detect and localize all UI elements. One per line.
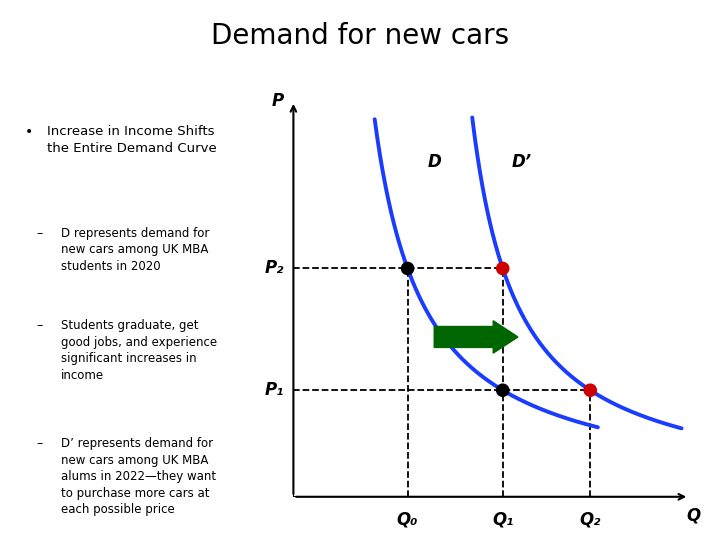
Text: D’ represents demand for
new cars among UK MBA
alums in 2022—they want
to purcha: D’ represents demand for new cars among … <box>61 437 216 516</box>
Text: Students graduate, get
good jobs, and experience
significant increases in
income: Students graduate, get good jobs, and ex… <box>61 319 217 382</box>
Circle shape <box>497 384 509 396</box>
Text: –: – <box>36 437 42 450</box>
Text: Q: Q <box>686 507 700 525</box>
Text: Increase in Income Shifts
the Entire Demand Curve: Increase in Income Shifts the Entire Dem… <box>48 125 217 156</box>
Circle shape <box>584 384 596 396</box>
Text: •: • <box>25 125 34 139</box>
Text: Q₀: Q₀ <box>397 511 418 529</box>
Text: P₂: P₂ <box>265 259 284 278</box>
Text: Q₁: Q₁ <box>492 511 513 529</box>
FancyArrow shape <box>434 321 518 353</box>
Text: D: D <box>428 153 441 171</box>
Circle shape <box>402 262 414 274</box>
Text: Demand for new cars: Demand for new cars <box>211 22 509 50</box>
Text: D’: D’ <box>512 153 532 171</box>
Text: –: – <box>36 227 42 240</box>
Text: P: P <box>272 92 284 110</box>
Text: D represents demand for
new cars among UK MBA
students in 2020: D represents demand for new cars among U… <box>61 227 210 273</box>
Text: –: – <box>36 319 42 332</box>
Text: Q₂: Q₂ <box>580 511 601 529</box>
Circle shape <box>497 262 509 274</box>
Text: P₁: P₁ <box>265 381 284 399</box>
